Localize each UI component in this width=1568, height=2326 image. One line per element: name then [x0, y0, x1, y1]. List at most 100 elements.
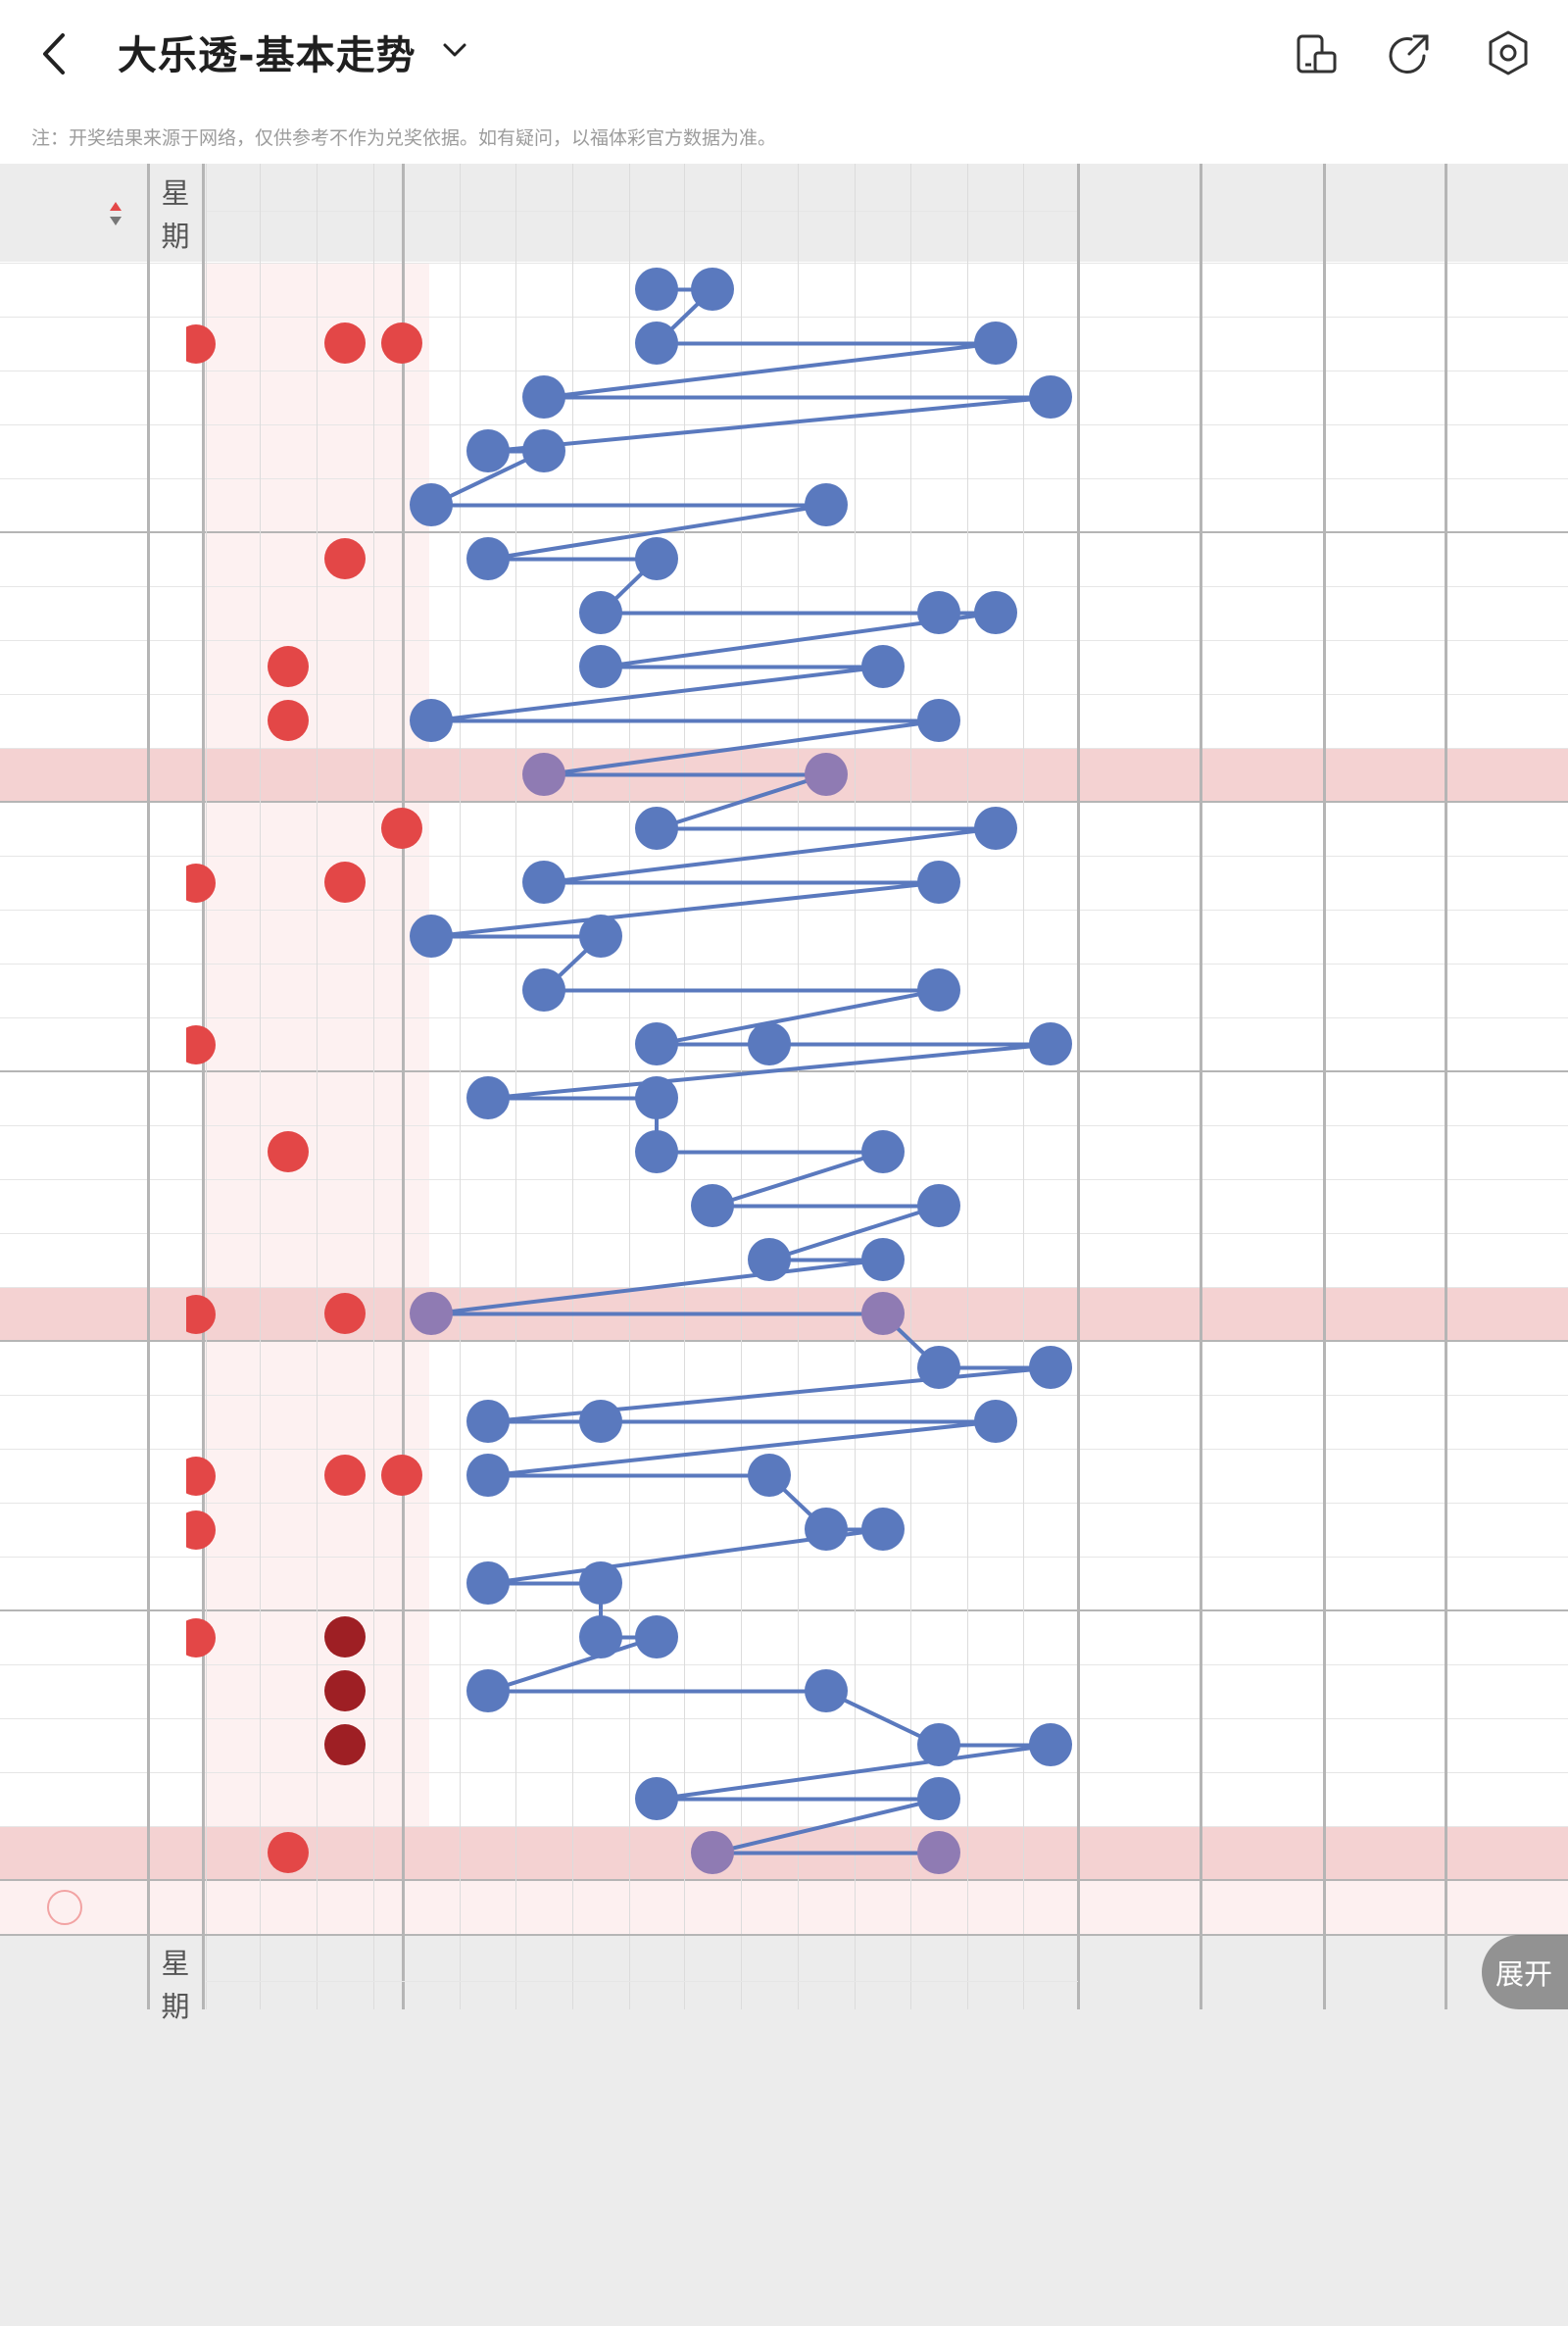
blue-ball [805, 1669, 848, 1712]
column-divider [206, 164, 207, 2009]
red-ball [324, 538, 366, 579]
blue-ball [748, 1454, 791, 1497]
blue-ball [691, 268, 734, 311]
trend-line-segment [487, 1042, 1052, 1101]
red-ball [324, 862, 366, 903]
blue-ball [635, 1130, 678, 1173]
back-icon[interactable] [39, 31, 69, 76]
blue-ball [748, 1238, 791, 1281]
column-divider [855, 164, 856, 2009]
column-divider [515, 164, 516, 2009]
trend-line-segment [711, 1150, 884, 1209]
blue-ball [410, 1292, 453, 1335]
blue-ball [973, 322, 1017, 365]
row-divider [0, 856, 1568, 857]
red-ball [380, 322, 422, 364]
blue-ball [748, 1022, 791, 1065]
trend-line-segment [487, 1419, 996, 1478]
row-divider [0, 964, 1568, 965]
chevron-down-icon[interactable] [442, 41, 467, 61]
blue-ball [466, 429, 510, 472]
trend-line-segment [487, 395, 1052, 454]
disclaimer-note: 注：开奖结果来源于网络，仅供参考不作为兑奖依据。如有疑问，以福体彩官方数据为准。 [31, 127, 777, 149]
row-divider [0, 1557, 1568, 1558]
blue-ball [579, 591, 622, 634]
blue-ball [522, 429, 565, 472]
trend-line-segment [711, 1797, 940, 1856]
blue-ball [579, 915, 622, 958]
blue-ball [466, 537, 510, 580]
row-divider [0, 1772, 1568, 1773]
blue-ball [635, 807, 678, 850]
col-week-header-2: 期 [161, 220, 190, 253]
row-divider [0, 1125, 1568, 1126]
settings-icon[interactable] [1486, 29, 1531, 76]
blue-ball [579, 1400, 622, 1443]
column-divider [741, 164, 742, 2009]
red-ball [268, 1832, 309, 1873]
page-title[interactable]: 大乐透-基本走势 [118, 33, 416, 78]
row-divider [0, 586, 1568, 587]
blue-ball [522, 753, 565, 796]
row-divider [0, 1017, 1568, 1018]
blue-ball [1029, 1723, 1072, 1766]
blue-ball [1029, 1346, 1072, 1389]
blue-ball [973, 1400, 1017, 1443]
red-ball [324, 1670, 366, 1711]
blue-ball [917, 699, 960, 742]
blue-ball [805, 753, 848, 796]
blue-ball [917, 1184, 960, 1227]
trend-line-segment [487, 1365, 1052, 1424]
blue-ball [1029, 375, 1072, 419]
trend-lines [430, 287, 1052, 1856]
column-divider [572, 164, 573, 2009]
sort-icon[interactable] [108, 200, 123, 225]
red-ball [324, 1293, 366, 1334]
red-ball [324, 322, 366, 364]
layout-toggle-icon[interactable] [1294, 33, 1339, 74]
expand-button[interactable]: 展开 [1482, 1935, 1568, 2009]
blue-ball [466, 1400, 510, 1443]
blue-ball [410, 483, 453, 526]
red-ball [268, 700, 309, 741]
column-divider [1023, 164, 1024, 2009]
blue-ball [917, 1723, 960, 1766]
blue-ball [466, 1076, 510, 1119]
column-divider [460, 164, 461, 2009]
column-divider [402, 164, 405, 2009]
blue-ball [860, 1292, 905, 1335]
trend-line-segment [430, 1258, 883, 1316]
blue-ball [973, 591, 1017, 634]
red-ball [324, 1455, 366, 1496]
app-header: 大乐透-基本走势 [0, 0, 1568, 108]
blue-ball [466, 1669, 510, 1712]
column-divider [910, 164, 911, 2009]
column-divider [1323, 164, 1326, 2009]
column-divider [798, 164, 799, 2009]
blue-ball [635, 1076, 678, 1119]
blue-ball [522, 375, 565, 419]
row-divider [0, 263, 1568, 264]
column-divider [147, 164, 150, 2009]
trend-line-segment [543, 718, 940, 777]
share-icon[interactable] [1388, 31, 1433, 76]
row-divider [0, 478, 1568, 479]
pick-radio[interactable] [47, 1890, 82, 1925]
header-divider [206, 211, 1078, 212]
row-divider [0, 1718, 1568, 1719]
col-week-header-1: 星 [161, 176, 190, 210]
blue-ball [917, 861, 960, 904]
blue-ball [522, 968, 565, 1012]
blue-ball [635, 1777, 678, 1820]
blue-ball [917, 1831, 960, 1874]
blue-ball [635, 1022, 678, 1065]
row-divider [0, 1233, 1568, 1234]
red-ball [324, 1724, 366, 1765]
column-divider [1445, 164, 1447, 2009]
row-divider [0, 1340, 1568, 1342]
blue-ball [579, 1561, 622, 1605]
trend-line-segment [543, 341, 996, 400]
row-divider [0, 801, 1568, 803]
blue-ball [466, 1561, 510, 1605]
column-divider [1077, 164, 1080, 2009]
